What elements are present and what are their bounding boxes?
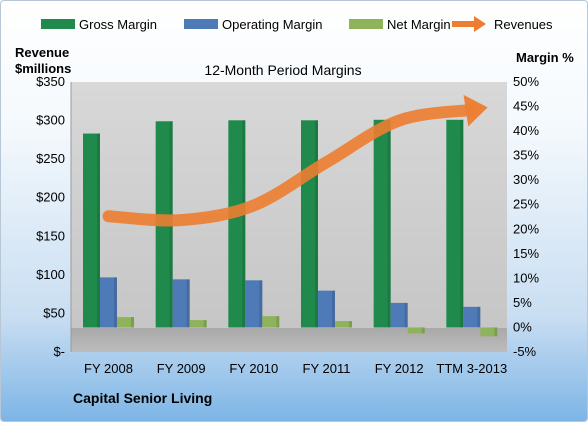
legend-label-revenues: Revenues bbox=[494, 17, 553, 32]
category-label: FY 2009 bbox=[157, 361, 206, 376]
bar-shade bbox=[276, 316, 280, 328]
left-tick-label: $200 bbox=[36, 190, 65, 205]
bar-shade bbox=[332, 290, 335, 328]
bar-shade bbox=[114, 277, 117, 328]
right-tick-label: -5% bbox=[513, 344, 537, 359]
category-label: FY 2011 bbox=[303, 361, 351, 376]
bar-shade bbox=[404, 302, 408, 328]
right-tick-label: 15% bbox=[513, 246, 539, 261]
bar-shade bbox=[242, 120, 246, 328]
bar-shade bbox=[494, 327, 498, 337]
left-axis-ticks: $350 $300 $250 $200 $150 $100 $50 $- bbox=[36, 74, 65, 359]
bar-operating-margin-fy-2011 bbox=[318, 290, 335, 328]
left-axis-label-line2: $millions bbox=[15, 61, 71, 76]
category-label: FY 2010 bbox=[229, 361, 278, 376]
left-tick-label: $250 bbox=[36, 151, 65, 166]
revenue-line bbox=[102, 94, 488, 227]
right-tick-label: 25% bbox=[513, 197, 539, 212]
bar-operating-margin-fy-2008 bbox=[100, 277, 117, 328]
right-tick-label: 5% bbox=[513, 295, 532, 310]
bar-shade bbox=[349, 321, 352, 328]
bar-net-margin-ttm-3-2013 bbox=[480, 327, 498, 337]
plot-floor bbox=[71, 328, 507, 352]
right-tick-label: 35% bbox=[513, 148, 539, 163]
bar-shade bbox=[421, 327, 425, 334]
bar-net-margin-fy-2008 bbox=[117, 317, 134, 328]
right-tick-label: 10% bbox=[513, 270, 539, 285]
bar-shade bbox=[203, 320, 207, 328]
right-axis-ticks: 50% 45% 40% 35% 30% 25% 20% 15% 10% 5% 0% -5% bbox=[513, 74, 539, 359]
legend-label-net-margin: Net Margin bbox=[387, 17, 451, 32]
bar-shade bbox=[477, 306, 481, 328]
right-axis-label: Margin % bbox=[516, 50, 574, 65]
left-tick-label: $300 bbox=[36, 113, 65, 128]
category-label: FY 2012 bbox=[375, 361, 424, 376]
right-tick-label: 0% bbox=[513, 319, 532, 334]
bar-gross-margin-fy-2008 bbox=[83, 133, 100, 328]
right-tick-label: 40% bbox=[513, 123, 539, 138]
revenues-line-path bbox=[102, 103, 478, 227]
bar-operating-margin-fy-2009 bbox=[172, 279, 190, 328]
plot-area bbox=[71, 82, 507, 328]
right-tick-label: 50% bbox=[513, 74, 539, 89]
legend-arrow-revenues bbox=[474, 16, 486, 32]
legend-label-operating-margin: Operating Margin bbox=[222, 17, 322, 32]
left-axis-label-line1: Revenue bbox=[15, 45, 69, 60]
bar-operating-margin-fy-2010 bbox=[245, 280, 263, 328]
right-tick-label: 45% bbox=[513, 99, 539, 114]
bar-gross-margin-fy-2012 bbox=[373, 119, 391, 328]
left-tick-label: $350 bbox=[36, 74, 65, 89]
bar-shade bbox=[186, 279, 190, 328]
legend-label-gross-margin: Gross Margin bbox=[79, 17, 157, 32]
bar-shade bbox=[259, 280, 263, 328]
bar-gross-margin-fy-2010 bbox=[228, 120, 246, 328]
bar-net-margin-fy-2011 bbox=[335, 321, 352, 328]
left-tick-label: $100 bbox=[36, 267, 65, 282]
legend-swatch-operating-margin bbox=[184, 19, 218, 29]
bar-net-margin-fy-2010 bbox=[262, 316, 280, 328]
bar-shade bbox=[387, 119, 391, 328]
left-tick-label: $150 bbox=[36, 228, 65, 243]
bar-shade bbox=[131, 317, 134, 328]
bar-operating-margin-fy-2012 bbox=[390, 302, 408, 328]
left-tick-label: $50 bbox=[43, 305, 65, 320]
category-label: FY 2008 bbox=[84, 361, 133, 376]
category-labels: FY 2008 FY 2009 FY 2010 FY 2011 FY 2012 TTM 3… bbox=[84, 361, 507, 376]
revenues-arrow-head bbox=[463, 94, 488, 127]
category-label: TTM 3-2013 bbox=[436, 361, 507, 376]
right-tick-label: 30% bbox=[513, 172, 539, 187]
footer-company: Capital Senior Living bbox=[73, 390, 212, 406]
legend-swatch-net-margin bbox=[349, 19, 383, 29]
legend-swatch-gross-margin bbox=[41, 19, 75, 29]
bar-shade bbox=[460, 119, 464, 328]
bar-net-margin-fy-2009 bbox=[189, 320, 207, 328]
legend: Gross Margin Operating Margin Net Margin Re… bbox=[41, 16, 553, 32]
bar-operating-margin-ttm-3-2013 bbox=[463, 306, 481, 328]
left-tick-label: $- bbox=[53, 344, 65, 359]
bar-net-margin-fy-2012 bbox=[407, 327, 425, 334]
bar-shade bbox=[97, 133, 100, 328]
right-tick-label: 20% bbox=[513, 221, 539, 236]
bar-shade bbox=[315, 120, 318, 328]
chart-title: 12-Month Period Margins bbox=[204, 62, 361, 78]
bar-gross-margin-ttm-3-2013 bbox=[446, 119, 464, 328]
